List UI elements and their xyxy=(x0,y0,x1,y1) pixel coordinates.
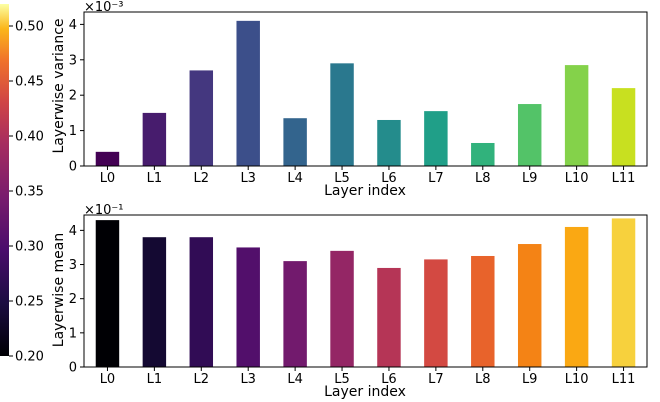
mean-x-tick-label: L1 xyxy=(147,372,163,387)
mean-x-tick-label: L2 xyxy=(194,372,210,387)
mean-bar xyxy=(517,244,542,367)
mean-y-tick-label: 0 xyxy=(69,361,77,376)
variance-bars xyxy=(95,20,636,167)
variance-bar xyxy=(517,104,542,166)
variance-x-tick-label: L4 xyxy=(287,171,303,186)
mean-x-tick-label: L9 xyxy=(522,372,538,387)
variance-bar xyxy=(283,118,307,166)
variance-bar xyxy=(142,112,167,166)
mean-y-tick-label: 3 xyxy=(69,258,77,273)
mean-bar xyxy=(95,220,120,367)
colorbar-tick-label: 0.35 xyxy=(15,185,44,200)
variance-x-axis-label: Layer index xyxy=(324,183,406,199)
colorbar-gradient xyxy=(0,4,9,356)
variance-bar xyxy=(611,88,636,166)
mean-scale-label: ×10⁻¹ xyxy=(84,203,124,218)
mean-bar xyxy=(424,259,448,367)
mean-y-tick-label: 2 xyxy=(69,292,77,307)
mean-bar xyxy=(283,261,307,367)
variance-bar xyxy=(189,70,214,166)
mean-bars xyxy=(95,218,636,367)
mean-x-tick-label: L4 xyxy=(287,372,303,387)
mean-bar xyxy=(611,218,636,367)
variance-bar xyxy=(471,142,495,166)
mean-x-tick-label: L7 xyxy=(428,372,444,387)
mean-y-tick-label: 1 xyxy=(69,326,77,341)
colorbar-tick-label: 0.45 xyxy=(15,75,44,90)
variance-x-tick-label: L9 xyxy=(522,171,538,186)
variance-y-axis-label: Layerwise variance xyxy=(51,18,67,153)
mean-bar xyxy=(236,247,260,367)
mean-bar xyxy=(330,250,354,367)
variance-x-ticks: L0 L1 L2 L3 L4 L5 L6 L7 L8 L9 L10 L11 xyxy=(100,166,636,186)
variance-x-tick-label: L2 xyxy=(194,171,210,186)
mean-bar xyxy=(377,267,401,367)
variance-y-tick-label: 3 xyxy=(69,53,77,68)
variance-x-tick-label: L8 xyxy=(475,171,491,186)
colorbar: 0.20 0.25 0.30 0.35 0.40 0.45 0.50 xyxy=(0,4,44,365)
mean-plot-frame xyxy=(83,214,648,368)
variance-bar xyxy=(330,63,354,167)
colorbar-tick-label: 0.25 xyxy=(15,295,44,310)
mean-x-axis-label: Layer index xyxy=(324,384,406,400)
variance-x-tick-label: L11 xyxy=(612,171,636,186)
mean-y-ticks: 0 1 2 3 4 xyxy=(69,224,84,376)
variance-y-tick-label: 1 xyxy=(69,124,77,139)
variance-x-tick-label: L5 xyxy=(334,171,350,186)
mean-y-axis-label: Layerwise mean xyxy=(51,233,67,347)
mean-x-ticks: L0 L1 L2 L3 L4 L5 L6 L7 L8 L9 L10 L11 xyxy=(100,367,636,387)
variance-x-tick-label: L6 xyxy=(381,171,397,186)
mean-y-tick-label: 4 xyxy=(69,224,77,239)
colorbar-tick-label: 0.30 xyxy=(15,240,44,255)
variance-y-tick-label: 0 xyxy=(69,160,77,175)
variance-plot-frame xyxy=(83,11,648,167)
colorbar-tick-label: 0.50 xyxy=(15,20,44,35)
mean-x-tick-label: L3 xyxy=(240,372,256,387)
colorbar-tick-label: 0.40 xyxy=(15,130,44,145)
colorbar-ticks: 0.20 0.25 0.30 0.35 0.40 0.45 0.50 xyxy=(9,20,44,365)
mean-bar xyxy=(142,237,167,367)
variance-scale-label: ×10⁻³ xyxy=(84,0,124,15)
mean-x-tick-label: L6 xyxy=(381,372,397,387)
variance-bar xyxy=(95,151,120,166)
mean-x-tick-label: L10 xyxy=(565,372,589,387)
variance-y-tick-label: 2 xyxy=(69,89,77,104)
variance-bar xyxy=(424,111,448,166)
variance-x-tick-label: L0 xyxy=(100,171,116,186)
variance-bar xyxy=(377,119,401,166)
mean-x-tick-label: L0 xyxy=(100,372,116,387)
variance-y-ticks: 0 1 2 3 4 xyxy=(69,18,84,175)
colorbar-tick-label: 0.20 xyxy=(15,350,44,365)
mean-x-tick-label: L11 xyxy=(612,372,636,387)
mean-bar xyxy=(564,226,589,367)
mean-bar xyxy=(189,237,214,367)
mean-bar xyxy=(471,255,495,367)
variance-bar xyxy=(564,65,589,166)
variance-x-tick-label: L1 xyxy=(147,171,163,186)
variance-x-tick-label: L10 xyxy=(565,171,589,186)
mean-x-tick-label: L8 xyxy=(475,372,491,387)
mean-x-tick-label: L5 xyxy=(334,372,350,387)
variance-y-tick-label: 4 xyxy=(69,18,77,33)
variance-x-tick-label: L3 xyxy=(240,171,256,186)
variance-x-tick-label: L7 xyxy=(428,171,444,186)
variance-bar xyxy=(236,20,260,167)
